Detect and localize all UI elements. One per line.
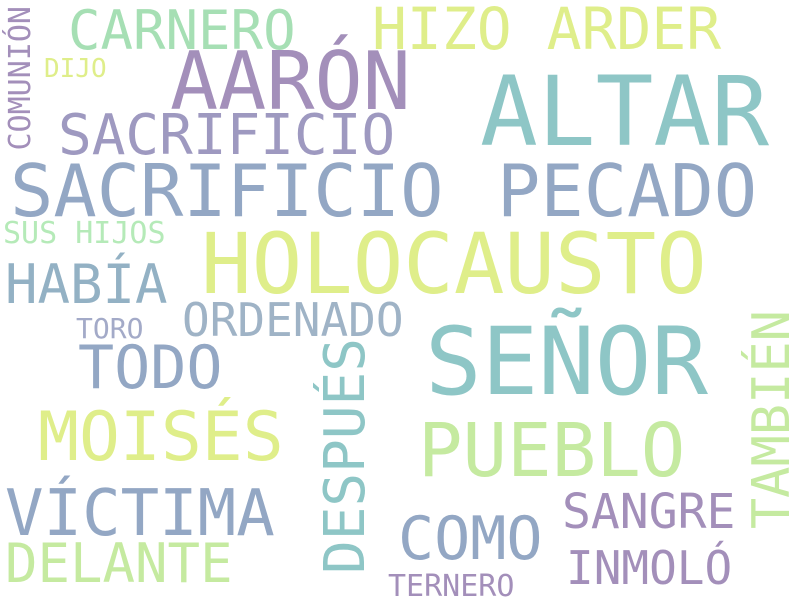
word-dijo: DIJO [44,54,107,84]
word-comunion: COMUNIÓN [3,6,38,151]
word-habia: HABÍA [5,253,168,316]
word-victima: VÍCTIMA [5,477,275,551]
word-aaron: AARÓN [170,35,411,128]
word-pueblo: PUEBLO [418,408,686,494]
word-sacrificio-large: SACRIFICIO [10,149,444,233]
word-despues: DESPUÉS [313,338,378,575]
word-pecado: PECADO [497,149,758,233]
word-toro: TORO [76,312,144,345]
word-ordenado: ORDENADO [182,293,404,347]
word-altar: ALTAR [480,56,769,168]
word-senor: SEÑOR [425,308,708,417]
word-inmolo: INMOLÓ [566,541,733,595]
word-sus-hijos: SUS HIJOS [3,216,166,251]
word-carnero: CARNERO [68,0,296,62]
word-sacrificio-small: SACRIFICIO [58,103,396,168]
word-como: COMO [398,504,543,574]
word-holocausto: HOLOCAUSTO [201,215,707,313]
word-moises: MOISÉS [38,398,284,477]
word-todo: TODO [78,333,223,403]
word-hizo-arder: HIZO ARDER [372,0,722,63]
word-ternero: TERNERO [388,569,515,600]
word-delante: DELANTE [5,532,233,595]
word-tambien: TAMBIÉN [742,310,800,530]
word-sangre: SANGRE [562,484,736,540]
